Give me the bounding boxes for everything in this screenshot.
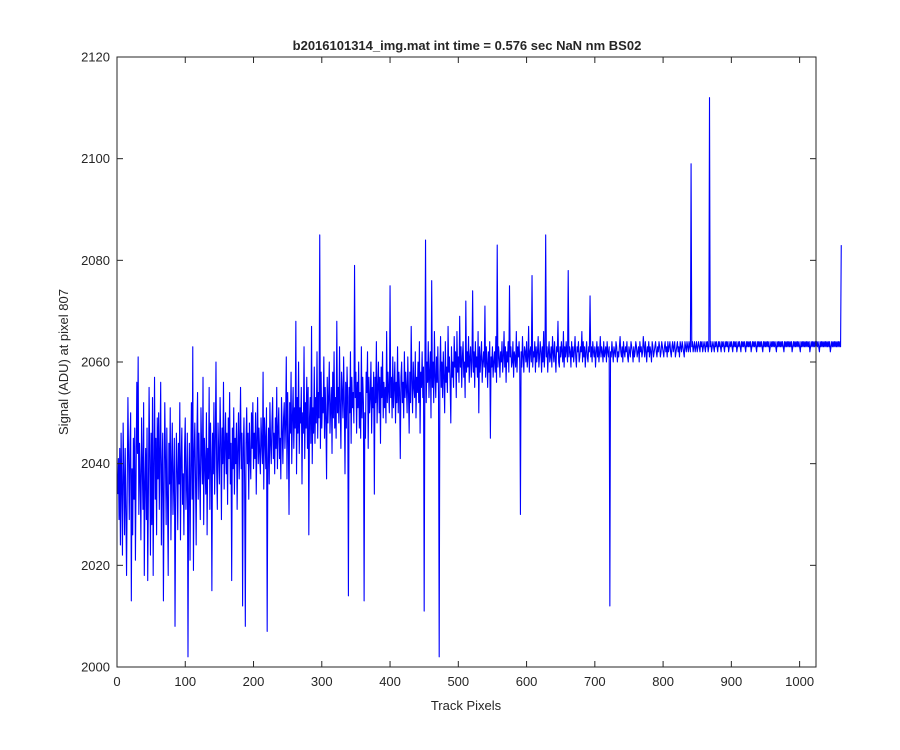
x-axis-ticks: 0 100 200 300 400 500 600 700 800 900 1000 <box>113 57 814 689</box>
y-tick-label: 2060 <box>81 355 110 370</box>
y-axis-ticks: 2000 2020 2040 2060 2080 2100 2120 <box>81 50 816 675</box>
x-tick-label: 300 <box>311 674 333 689</box>
x-tick-label: 900 <box>721 674 743 689</box>
x-tick-label: 500 <box>447 674 469 689</box>
plot-area <box>117 97 842 658</box>
y-tick-label: 2080 <box>81 253 110 268</box>
x-tick-label: 400 <box>379 674 401 689</box>
y-tick-label: 2120 <box>81 50 110 65</box>
x-tick-label: 600 <box>516 674 538 689</box>
y-tick-label: 2020 <box>81 558 110 573</box>
series-line-0 <box>117 97 842 658</box>
y-axis-label: Signal (ADU) at pixel 807 <box>56 289 71 435</box>
x-axis-label: Track Pixels <box>431 698 502 713</box>
x-tick-label: 200 <box>243 674 265 689</box>
chart-title: b2016101314_img.mat int time = 0.576 sec… <box>293 38 642 53</box>
y-tick-label: 2100 <box>81 151 110 166</box>
x-tick-label: 800 <box>652 674 674 689</box>
x-tick-label: 1000 <box>785 674 814 689</box>
x-tick-label: 700 <box>584 674 606 689</box>
x-tick-label: 100 <box>174 674 196 689</box>
x-tick-label: 0 <box>113 674 120 689</box>
y-tick-label: 2040 <box>81 456 110 471</box>
y-tick-label: 2000 <box>81 660 110 675</box>
